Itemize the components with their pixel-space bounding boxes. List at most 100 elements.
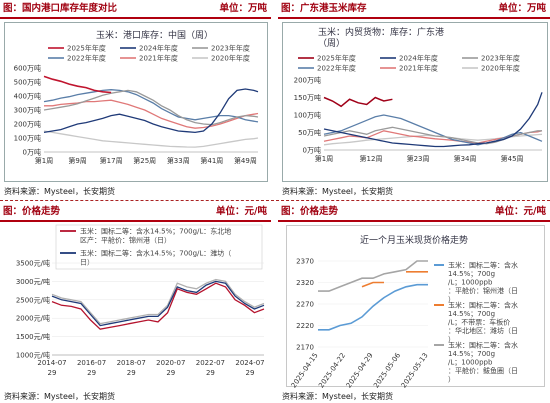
legend-label: 2020年年度 xyxy=(211,54,250,63)
x-tick-label: 第23周 xyxy=(407,154,430,163)
series-line xyxy=(43,75,112,94)
series-line xyxy=(51,282,265,330)
source-note: 资料来源：Mysteel，长安期货 xyxy=(282,392,394,401)
chart-price-trend-month: 近一个月玉米现货价格走势 2170 2220 2270 2320 2370 2025-04-… xyxy=(290,234,518,390)
chart-price-trend-long: 玉米：国标二等：含水14.5%；700g/L：东北地区产：平舱价：锦州港（日） 玉… xyxy=(16,224,265,377)
x-tick-label: 第41周 xyxy=(200,156,223,165)
panel-header: 图：价格走势 单位：元/吨 xyxy=(0,203,271,222)
series-line xyxy=(51,280,265,327)
legend-label: 2023年年度 xyxy=(481,54,520,63)
y-tick-label: 300万吨 xyxy=(14,106,41,115)
x-tick-label: 第45周 xyxy=(501,154,524,163)
legend-label: 玉米：国标二等：含水 14.5%；700g/L；1000ppb ：平舱价：锦州港（日… xyxy=(448,261,518,304)
series-line xyxy=(43,130,259,148)
legend-label: 2024年年度 xyxy=(139,44,178,53)
x-tick-label: 2025-05-06 xyxy=(372,351,402,389)
legend-label: 2022年年度 xyxy=(317,64,356,73)
x-tick-label: 第9周 xyxy=(68,156,86,165)
chart-title: 玉米：内贸货物：库存：广东港（周） xyxy=(318,26,444,49)
series-line xyxy=(323,114,543,146)
y-tick-label: 2000元/吨 xyxy=(16,314,50,323)
panel-price-trend-long: 图：价格走势 单位：元/吨 玉米：国标二等：含水14.5%；700g/L：东北地… xyxy=(0,203,271,403)
series-line xyxy=(361,271,428,288)
panel-guangdong-inventory: 图：广东港玉米库存 单位：万吨 玉米：内贸货物：库存：广东港（周） 2025年年度… xyxy=(278,0,550,200)
chart-frame xyxy=(286,225,545,387)
panel-header-unit: 单位：元/吨 xyxy=(216,206,267,217)
series-line xyxy=(51,278,265,325)
panel-header-title: 图：国内港口库存年度对比 xyxy=(3,3,118,14)
x-tick-label: 2018-07 29 xyxy=(117,359,146,377)
chart-guangdong-inventory: 玉米：内贸货物：库存：广东港（周）2025年年度 2024年年度 2023年年度20… xyxy=(294,26,543,163)
panel-header: 图：广东港玉米库存 单位：万吨 xyxy=(278,0,550,19)
x-tick-label: 2025-05-13 xyxy=(400,352,430,390)
y-tick-label: 0万吨 xyxy=(23,148,41,157)
panel-header-unit: 单位：万吨 xyxy=(498,3,546,14)
x-tick-label: 第1周 xyxy=(35,156,53,165)
legend-label: 2024年年度 xyxy=(399,54,438,63)
panel-header-unit: 单位：万吨 xyxy=(219,3,267,14)
panel-header: 图：国内港口库存年度对比 单位：万吨 xyxy=(0,0,271,19)
series-line xyxy=(323,92,543,148)
series-line xyxy=(43,88,259,134)
x-tick-label: 2014-07 29 xyxy=(37,359,66,377)
legend-label: 2020年年度 xyxy=(481,64,520,73)
panel-price-trend-month: 图：价格走势 单位：元/吨 近一个月玉米现货价格走势 2170 2220 2270 23… xyxy=(278,203,550,403)
x-tick-label: 2025-04-29 xyxy=(345,352,375,390)
divider xyxy=(0,200,550,201)
source-note: 资料来源：Mysteel，长安期货 xyxy=(282,187,394,196)
x-tick-label: 第25周 xyxy=(133,156,156,165)
y-tick-label: 400万吨 xyxy=(14,92,41,101)
x-tick-label: 第34周 xyxy=(454,154,477,163)
legend-label: 2021年年度 xyxy=(399,64,438,73)
y-tick-label: 2500元/吨 xyxy=(16,295,50,304)
y-tick-label: 50万吨 xyxy=(298,128,321,137)
x-tick-label: 2024-07 29 xyxy=(235,359,264,377)
x-tick-label: 2025-04-15 xyxy=(290,352,320,390)
panel-header-title: 图：价格走势 xyxy=(3,206,61,217)
panel-port-inventory: 图：国内港口库存年度对比 单位：万吨 玉米：港口库存：中国（周） 2025年年度 2… xyxy=(0,0,271,200)
y-tick-label: 3000元/吨 xyxy=(16,277,50,286)
panel-header-title: 图：广东港玉米库存 xyxy=(281,3,367,14)
x-tick-label: 2016-07 29 xyxy=(77,359,106,377)
legend-label: 2021年年度 xyxy=(139,54,178,63)
chart-port-inventory: 玉米：港口库存：中国（周） 2025年年度 2024年年度 2023年年度 2022年年… xyxy=(14,29,259,165)
y-tick-label: 0万吨 xyxy=(303,146,321,155)
legend-label: 玉米：国标二等：含水14.5%；700g/L：东北地区产：平舱价：锦州港（日） xyxy=(80,227,231,245)
y-tick-label: 500万吨 xyxy=(14,78,41,87)
x-tick-label: 2020-07 29 xyxy=(156,359,185,377)
series-line xyxy=(318,260,428,292)
panel-header: 图：价格走势 单位：元/吨 xyxy=(278,203,550,222)
x-tick-label: 第49周 xyxy=(234,156,257,165)
y-tick-label: 200万吨 xyxy=(14,120,41,129)
y-tick-label: 2320 xyxy=(296,279,314,287)
x-tick-label: 第17周 xyxy=(100,156,123,165)
chart-title: 近一个月玉米现货价格走势 xyxy=(360,234,468,246)
x-tick-label: 第12周 xyxy=(360,154,383,163)
y-tick-label: 2270 xyxy=(296,301,314,309)
source-note: 资料来源：Mysteel，长安期货 xyxy=(4,392,116,401)
y-tick-label: 3500元/吨 xyxy=(16,259,50,268)
x-tick-label: 2025-04-22 xyxy=(317,352,347,390)
legend-label: 玉米：国标二等：含水14.5%；700g/L：潍坊（日） xyxy=(80,249,231,267)
chart-title: 玉米：港口库存：中国（周） xyxy=(96,29,213,41)
x-tick-label: 第1周 xyxy=(315,154,333,163)
source-note: 资料来源：Mysteel，长安期货 xyxy=(4,187,116,196)
legend-label: 玉米：国标二等：含水 14.5%；700g/L；不带票：车板价：华北地区：潍坊（日… xyxy=(448,301,518,344)
y-tick-label: 2220 xyxy=(296,322,314,330)
y-tick-label: 100万吨 xyxy=(294,111,321,120)
y-tick-label: 100万吨 xyxy=(14,134,41,143)
x-tick-label: 第33周 xyxy=(167,156,190,165)
y-tick-label: 1500元/吨 xyxy=(16,332,50,341)
y-tick-label: 150万吨 xyxy=(294,93,321,102)
y-tick-label: 2170 xyxy=(296,344,314,352)
legend-label: 2025年年度 xyxy=(67,44,106,53)
series-line xyxy=(43,89,259,123)
y-tick-label: 1000元/吨 xyxy=(16,351,50,360)
legend-label: 2022年年度 xyxy=(67,54,106,63)
panel-header-unit: 单位：元/吨 xyxy=(495,206,546,217)
panel-header-title: 图：价格走势 xyxy=(281,206,339,217)
series-line xyxy=(323,96,393,108)
x-tick-label: 2022-07 29 xyxy=(196,359,225,377)
series-line xyxy=(318,283,428,331)
chart-frame xyxy=(282,22,548,182)
